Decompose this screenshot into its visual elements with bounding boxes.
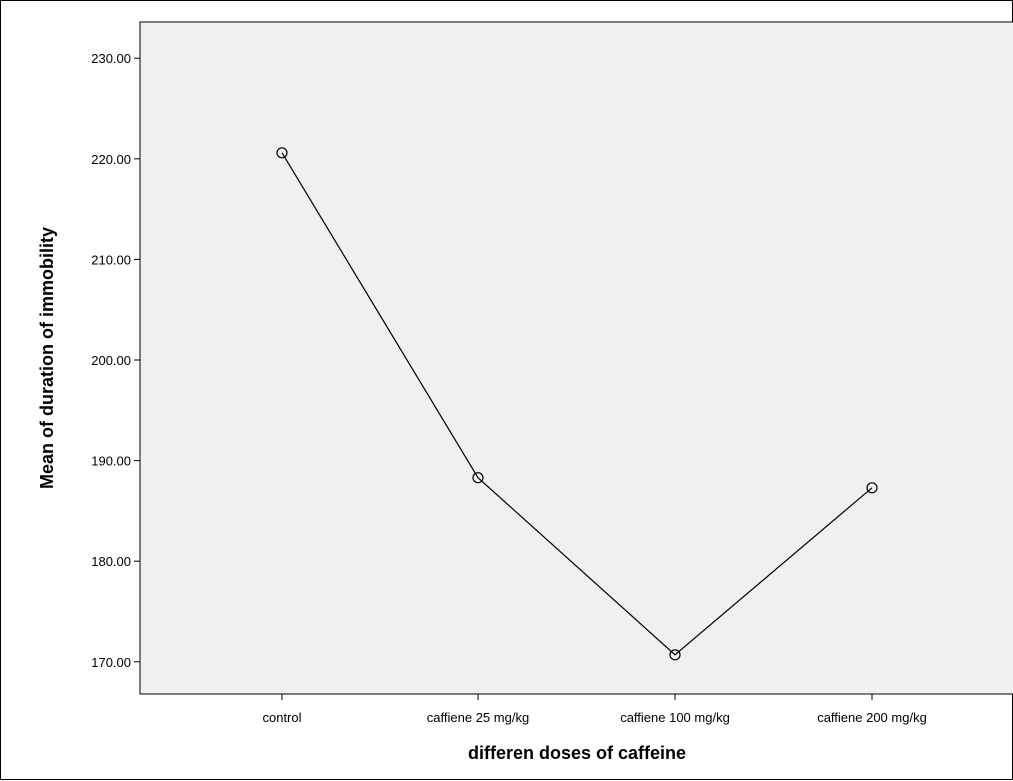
y-tick-label: 170.00 <box>91 655 131 670</box>
y-tick-label: 180.00 <box>91 554 131 569</box>
series-layer <box>276 147 878 661</box>
data-point-marker <box>866 482 878 494</box>
y-axis-title: Mean of duration of immobility <box>37 227 57 489</box>
x-tick-label: caffiene 200 mg/kg <box>817 710 927 725</box>
y-tick-label: 220.00 <box>91 152 131 167</box>
x-tick-label: control <box>262 710 301 725</box>
data-point-marker <box>276 147 288 159</box>
x-tick-label: caffiene 100 mg/kg <box>620 710 730 725</box>
y-tick-label: 200.00 <box>91 353 131 368</box>
x-axis-title: differen doses of caffeine <box>468 743 686 763</box>
x-axis: control caffiene 25 mg/kg caffiene 100 mg/… <box>262 694 927 725</box>
y-tick-label: 230.00 <box>91 51 131 66</box>
series-line <box>281 152 873 656</box>
data-point-marker <box>472 472 484 484</box>
data-point-marker <box>669 649 681 661</box>
y-axis: 170.00 180.00 190.00 200.00 210.00 220.00 230.… <box>91 51 140 670</box>
x-tick-label: caffiene 25 mg/kg <box>427 710 529 725</box>
y-tick-label: 190.00 <box>91 454 131 469</box>
plot-area <box>139 21 1013 695</box>
y-tick-label: 210.00 <box>91 252 131 267</box>
